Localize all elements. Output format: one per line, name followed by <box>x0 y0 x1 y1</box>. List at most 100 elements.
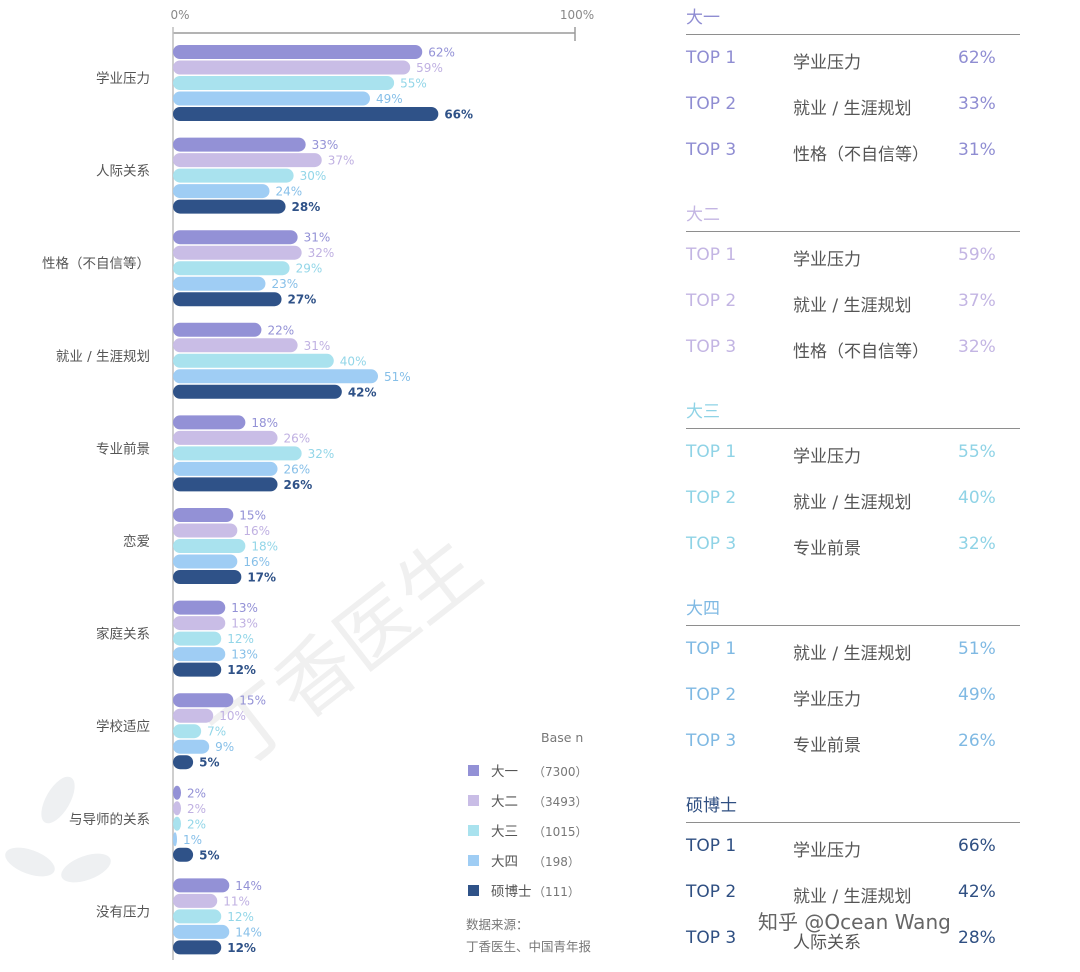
data-label: 7% <box>207 725 226 739</box>
data-label: 29% <box>296 262 323 276</box>
category-label: 人际关系 <box>96 164 150 180</box>
x-axis: 0% 100% <box>170 8 594 960</box>
data-label: 30% <box>300 169 327 183</box>
rank-label: TOP 1 <box>686 639 737 659</box>
panel-row: TOP 2 就业 / 生涯规划 42% <box>686 869 1020 915</box>
legend-label: 大四 <box>491 854 518 870</box>
bar <box>173 847 194 862</box>
bar <box>173 168 294 183</box>
item-name: 学业压力 <box>793 841 861 861</box>
bar <box>173 924 230 939</box>
data-label: 33% <box>312 138 339 152</box>
legend-label: 大三 <box>491 824 518 840</box>
source-text: 丁香医生、中国青年报 <box>466 939 592 954</box>
bar <box>173 801 182 816</box>
bar <box>173 739 210 754</box>
item-name: 学业压力 <box>793 250 861 270</box>
legend-n: （111） <box>533 885 580 899</box>
data-label: 66% <box>444 108 473 122</box>
data-label: 16% <box>243 524 270 538</box>
panel-row: TOP 2 学业压力 49% <box>686 672 1020 718</box>
data-label: 13% <box>231 617 258 631</box>
data-label: 51% <box>384 370 411 384</box>
bar <box>173 785 182 800</box>
data-label: 12% <box>227 663 256 677</box>
data-label: 12% <box>227 941 256 955</box>
panel-row: TOP 2 就业 / 生涯规划 37% <box>686 278 1020 324</box>
legend-swatch <box>468 825 479 836</box>
data-label: 59% <box>416 61 443 75</box>
legend: Base n 大一 （7300） 大二 （3493） 大三 （1015） 大四 （198）硕博士… <box>466 730 592 954</box>
legend-swatch <box>468 795 479 806</box>
data-label: 18% <box>251 540 278 554</box>
bar <box>173 415 246 430</box>
bar <box>173 137 306 152</box>
legend-swatch <box>468 855 479 866</box>
bar <box>173 60 411 75</box>
watermark-petal <box>41 776 75 824</box>
item-name: 就业 / 生涯规划 <box>793 99 912 119</box>
panel-divider <box>686 428 1020 429</box>
bar <box>173 461 278 476</box>
item-name: 就业 / 生涯规划 <box>793 493 912 513</box>
data-label: 5% <box>199 848 219 862</box>
data-label: 31% <box>304 231 331 245</box>
data-label: 23% <box>271 277 298 291</box>
bar <box>173 508 234 522</box>
bar <box>173 724 202 739</box>
top3-panel: 大四 TOP 1 就业 / 生涯规划 51% TOP 2 学业压力 49% TOP 3 专业前景… <box>686 594 1020 764</box>
item-value: 33% <box>958 94 996 114</box>
legend-label: 大二 <box>491 794 518 810</box>
bar <box>173 153 322 168</box>
bar <box>173 230 298 245</box>
data-label: 13% <box>231 648 258 662</box>
bar <box>173 322 262 337</box>
bar <box>173 631 222 646</box>
watermark-petal <box>61 853 111 883</box>
data-label: 14% <box>235 879 262 893</box>
item-value: 49% <box>958 685 996 705</box>
bar <box>173 384 342 399</box>
top3-panel: 大三 TOP 1 学业压力 55% TOP 2 就业 / 生涯规划 40% TOP 3 专业前景… <box>686 397 1020 567</box>
panel-row: TOP 3 性格（不自信等） 31% <box>686 127 1020 173</box>
rank-label: TOP 3 <box>686 534 737 554</box>
bar <box>173 662 222 677</box>
data-label: 13% <box>231 601 258 615</box>
panel-divider <box>686 231 1020 232</box>
bar <box>173 755 194 770</box>
panel-row: TOP 2 就业 / 生涯规划 40% <box>686 475 1020 521</box>
data-label: 12% <box>227 910 254 924</box>
item-name: 就业 / 生涯规划 <box>793 887 912 907</box>
bar <box>173 600 226 615</box>
bar <box>173 554 238 569</box>
bar <box>173 878 230 893</box>
item-value: 42% <box>958 882 996 902</box>
item-name: 性格（不自信等） <box>793 342 929 362</box>
category-label: 没有压力 <box>96 904 150 920</box>
data-label: 2% <box>187 802 206 816</box>
rank-label: TOP 2 <box>686 685 737 705</box>
item-value: 32% <box>958 337 996 357</box>
bar <box>173 199 286 214</box>
panel-row: TOP 3 人际关系 28% <box>686 915 1020 961</box>
item-value: 37% <box>958 291 996 311</box>
credit-watermark: 知乎 @Ocean Wang <box>758 910 951 934</box>
data-label: 11% <box>223 894 250 908</box>
data-label: 15% <box>239 694 266 708</box>
item-value: 40% <box>958 488 996 508</box>
data-label: 18% <box>251 416 278 430</box>
panel-title: 大一 <box>686 8 720 28</box>
data-label: 62% <box>428 46 455 60</box>
panel-row: TOP 1 就业 / 生涯规划 51% <box>686 626 1020 672</box>
data-label: 5% <box>199 756 219 770</box>
data-label: 31% <box>304 339 331 353</box>
bar <box>173 45 423 59</box>
bar <box>173 353 334 368</box>
panel-divider <box>686 822 1020 823</box>
category-label: 性格（不自信等） <box>42 255 150 272</box>
item-name: 学业压力 <box>793 690 861 710</box>
data-label: 37% <box>328 154 355 168</box>
panel-row: TOP 3 专业前景 26% <box>686 718 1020 764</box>
legend-swatch <box>468 765 479 776</box>
item-value: 26% <box>958 731 996 751</box>
